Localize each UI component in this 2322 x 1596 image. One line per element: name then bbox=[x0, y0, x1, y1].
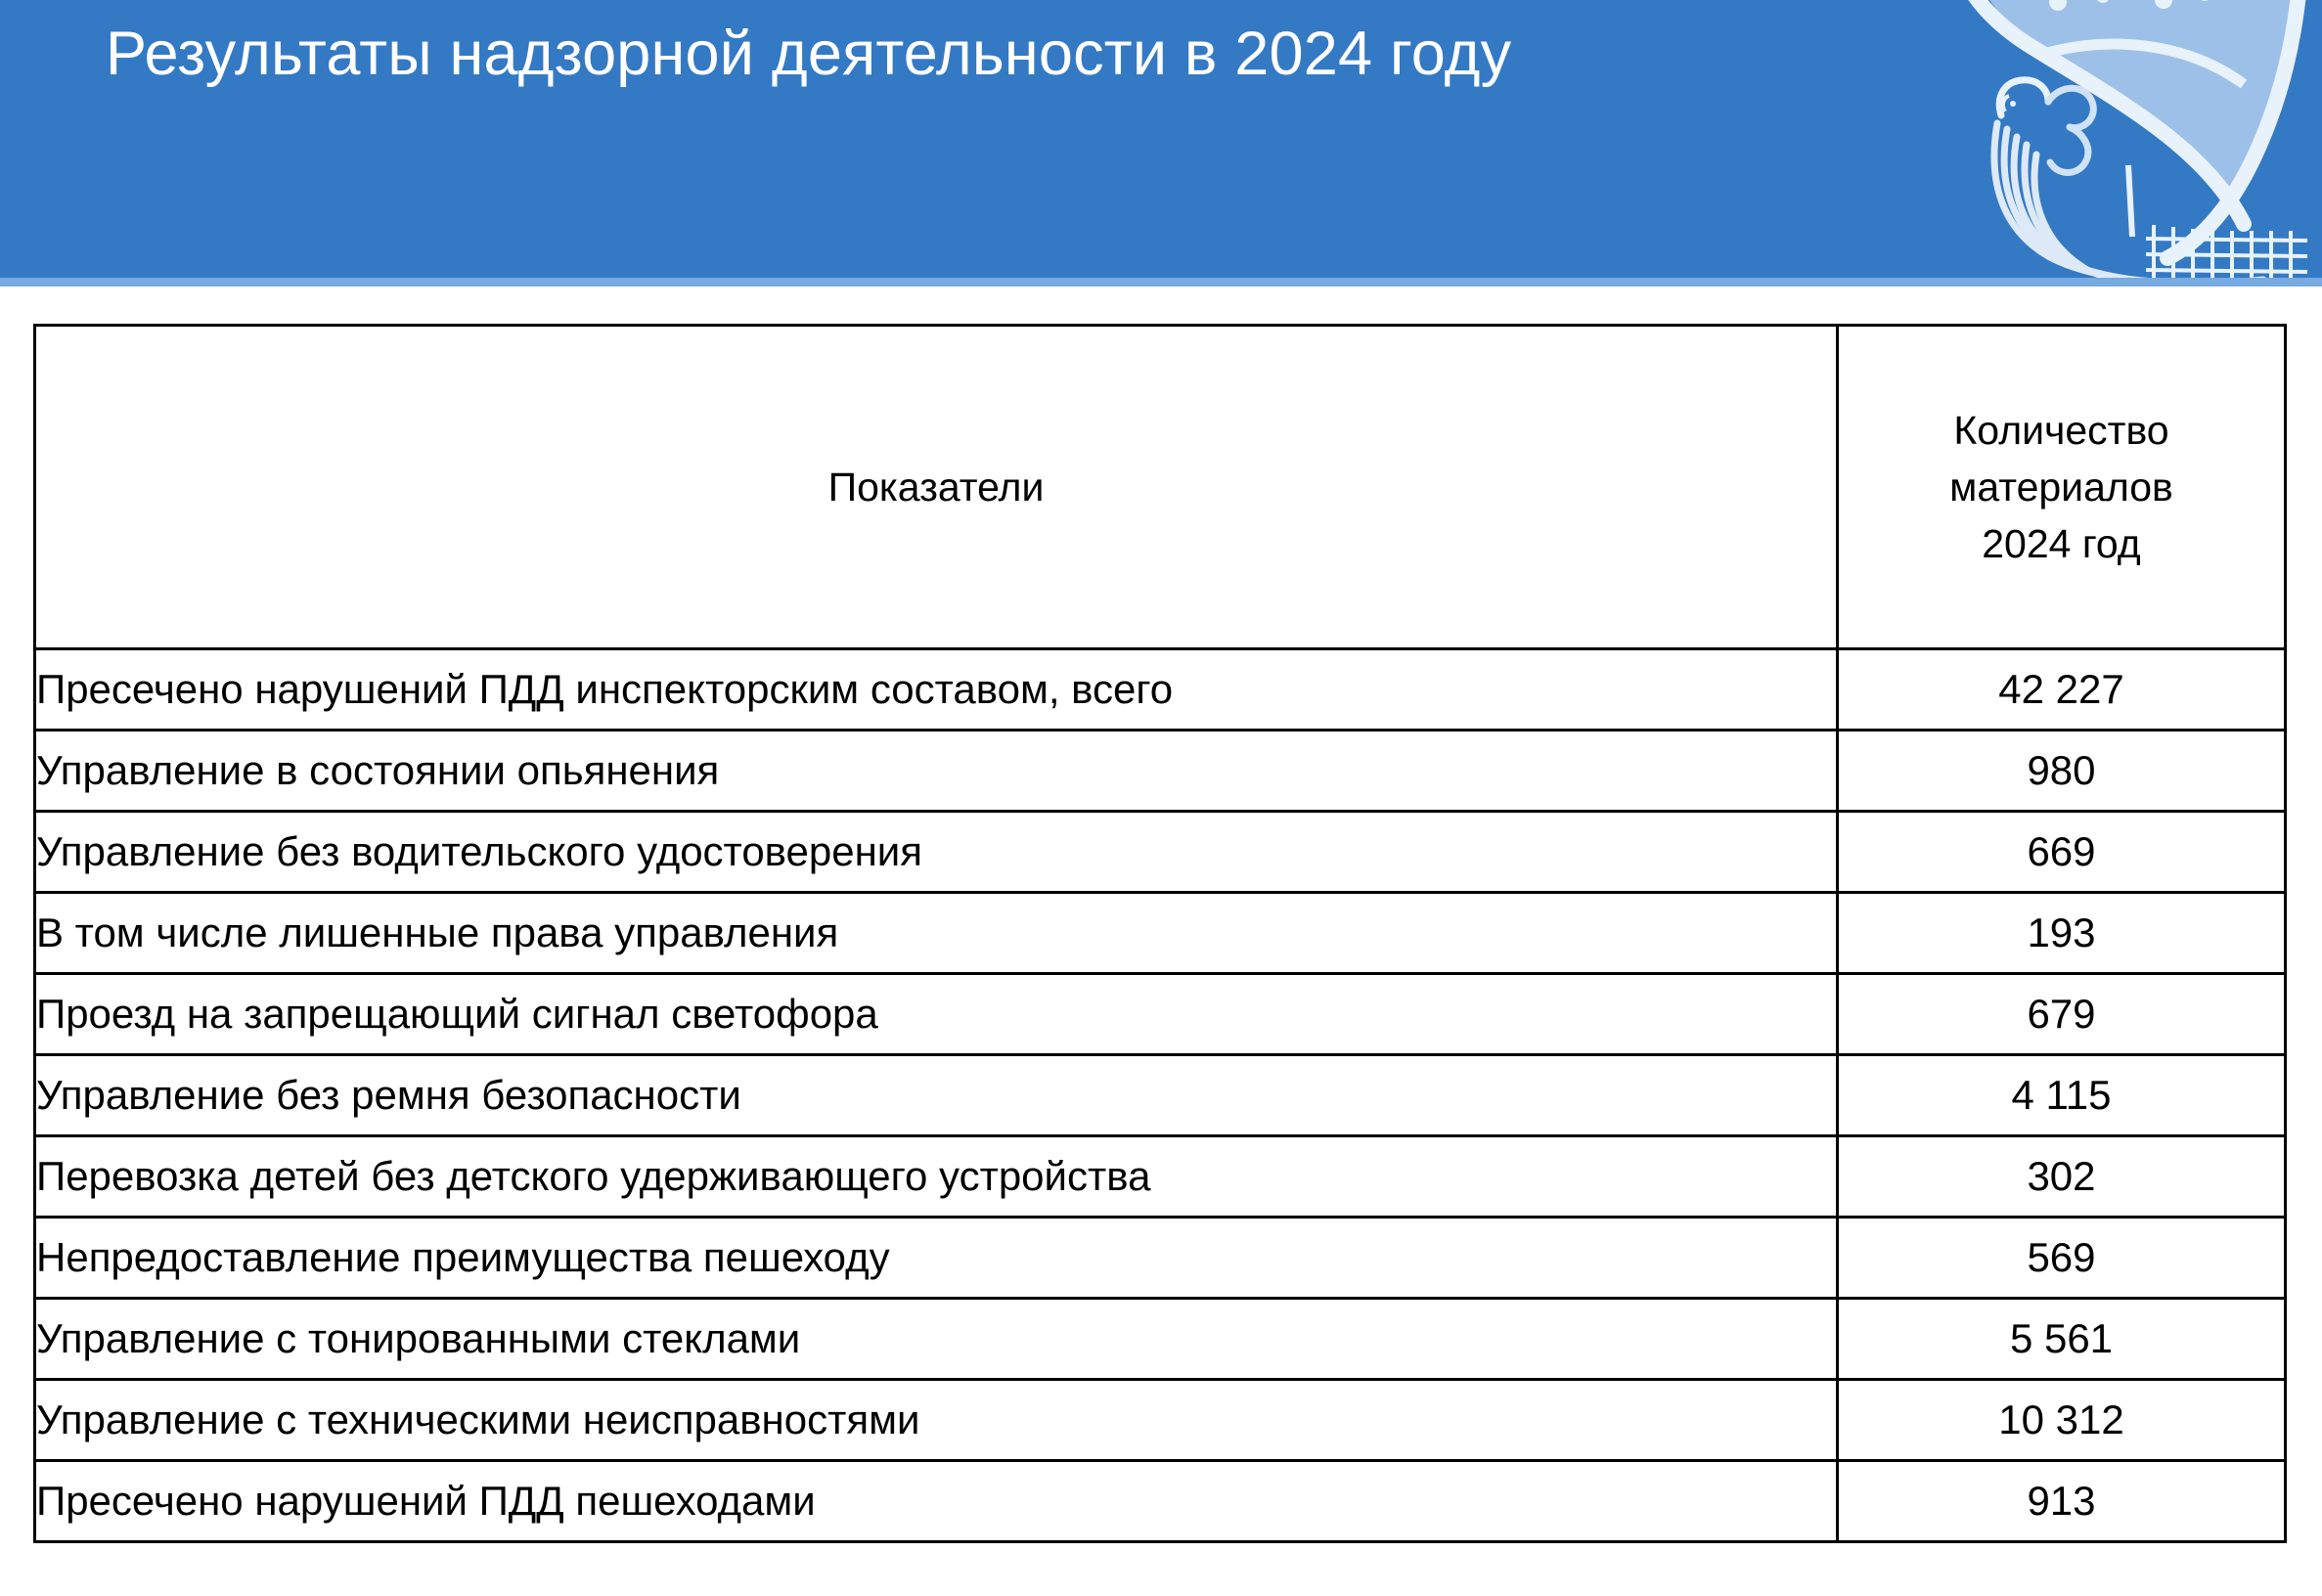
table-header-row: Показатели Количество материалов 2024 го… bbox=[33, 324, 2287, 650]
row-label: Перевозка детей без детского удерживающе… bbox=[33, 1134, 1839, 1219]
table-row: Непредоставление преимущества пешеходу 5… bbox=[33, 1216, 2287, 1300]
row-label: Пресечено нарушений ПДД пешеходами bbox=[33, 1459, 1839, 1543]
row-label: Пресечено нарушений ПДД инспекторским со… bbox=[33, 647, 1839, 732]
supervision-results-table: Показатели Количество материалов 2024 го… bbox=[33, 324, 2287, 1543]
table-row: Управление без водительского удостоверен… bbox=[33, 810, 2287, 894]
row-value: 302 bbox=[1836, 1134, 2287, 1219]
column-header-count-line-1: Количество bbox=[1953, 407, 2169, 453]
row-label: Управление в состоянии опьянения bbox=[33, 729, 1839, 813]
viking-ship-crown-icon bbox=[1968, 0, 2308, 278]
row-label: В том числе лишенные права управления bbox=[33, 891, 1839, 975]
row-value: 193 bbox=[1836, 891, 2287, 975]
row-label: Проезд на запрещающий сигнал светофора bbox=[33, 972, 1839, 1056]
row-label: Управление без водительского удостоверен… bbox=[33, 810, 1839, 894]
table-row: Управление без ремня безопасности 4 115 bbox=[33, 1053, 2287, 1137]
column-header-indicator: Показатели bbox=[33, 324, 1839, 650]
row-label: Управление без ремня безопасности bbox=[33, 1053, 1839, 1137]
row-value: 42 227 bbox=[1836, 647, 2287, 732]
table-row: В том числе лишенные права управления 19… bbox=[33, 891, 2287, 975]
column-header-count: Количество материалов 2024 год bbox=[1836, 324, 2287, 650]
row-value: 913 bbox=[1836, 1459, 2287, 1543]
header-underline bbox=[0, 278, 2322, 287]
table-row: Управление в состоянии опьянения 980 bbox=[33, 729, 2287, 813]
row-label: Управление с тонированными стеклами bbox=[33, 1297, 1839, 1381]
table-row: Пресечено нарушений ПДД инспекторским со… bbox=[33, 647, 2287, 732]
row-label: Управление с техническими неисправностям… bbox=[33, 1378, 1839, 1462]
table-row: Перевозка детей без детского удерживающе… bbox=[33, 1134, 2287, 1219]
page-title: Результаты надзорной деятельности в 2024… bbox=[106, 20, 1512, 88]
table-row: Пресечено нарушений ПДД пешеходами 913 bbox=[33, 1459, 2287, 1543]
row-value: 679 bbox=[1836, 972, 2287, 1056]
row-label: Непредоставление преимущества пешеходу bbox=[33, 1216, 1839, 1300]
row-value: 5 561 bbox=[1836, 1297, 2287, 1381]
column-header-count-line-2: материалов bbox=[1949, 464, 2173, 510]
row-value: 569 bbox=[1836, 1216, 2287, 1300]
row-value: 980 bbox=[1836, 729, 2287, 813]
table-row: Проезд на запрещающий сигнал светофора 6… bbox=[33, 972, 2287, 1056]
row-value: 10 312 bbox=[1836, 1378, 2287, 1462]
table-row: Управление с техническими неисправностям… bbox=[33, 1378, 2287, 1462]
table-row: Управление с тонированными стеклами 5 56… bbox=[33, 1297, 2287, 1381]
column-header-count-line-3: 2024 год bbox=[1982, 521, 2141, 567]
row-value: 669 bbox=[1836, 810, 2287, 894]
row-value: 4 115 bbox=[1836, 1053, 2287, 1137]
slide-header-band: Результаты надзорной деятельности в 2024… bbox=[0, 0, 2322, 278]
